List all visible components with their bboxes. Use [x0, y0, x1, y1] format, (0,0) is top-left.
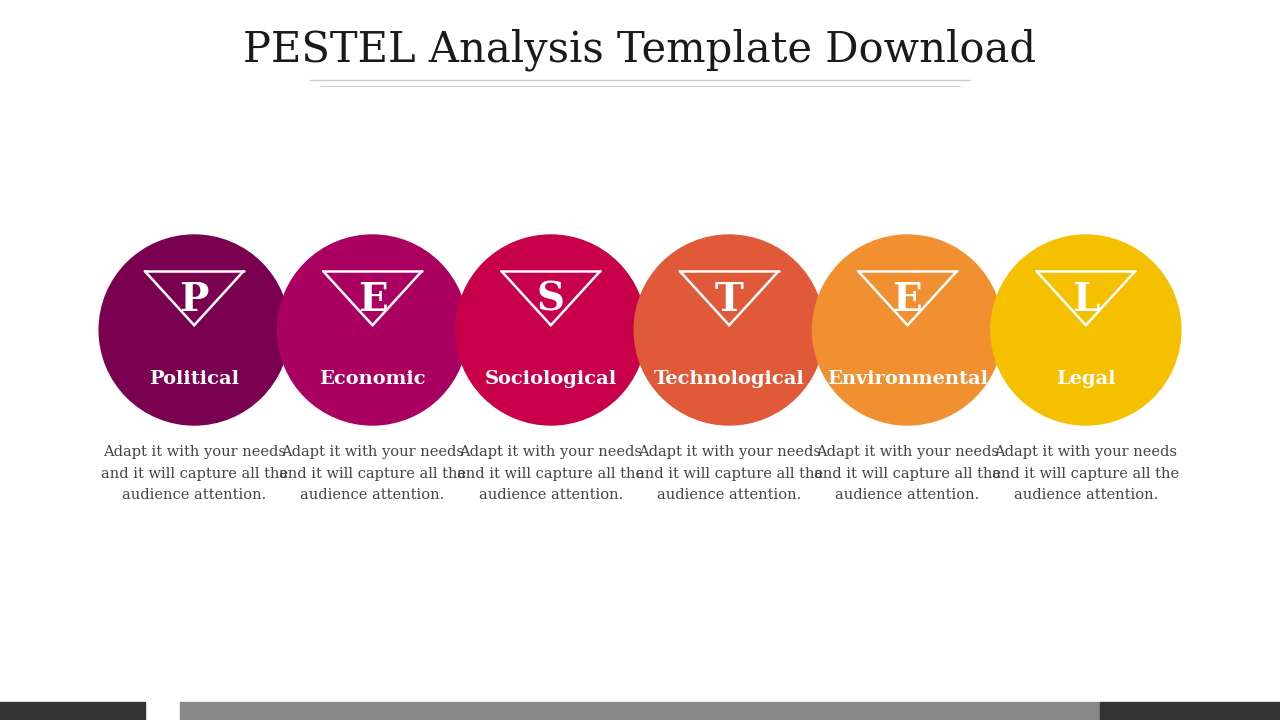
- Text: E: E: [892, 281, 923, 318]
- Text: Economic: Economic: [319, 370, 426, 388]
- Text: Adapt it with your needs
and it will capture all the
audience attention.: Adapt it with your needs and it will cap…: [992, 445, 1179, 503]
- Circle shape: [99, 235, 289, 425]
- Circle shape: [456, 235, 646, 425]
- Text: Political: Political: [148, 370, 239, 388]
- Text: Legal: Legal: [1056, 370, 1116, 388]
- Circle shape: [278, 235, 467, 425]
- Bar: [0, 702, 145, 720]
- Text: Adapt it with your needs
and it will capture all the
audience attention.: Adapt it with your needs and it will cap…: [814, 445, 1001, 503]
- Text: Adapt it with your needs
and it will capture all the
audience attention.: Adapt it with your needs and it will cap…: [636, 445, 823, 503]
- Text: S: S: [536, 281, 564, 318]
- Text: P: P: [179, 281, 209, 318]
- Text: PESTEL Analysis Template Download: PESTEL Analysis Template Download: [243, 29, 1037, 71]
- Text: Environmental: Environmental: [827, 370, 988, 388]
- Text: Sociological: Sociological: [485, 370, 617, 388]
- Text: T: T: [714, 281, 744, 318]
- Circle shape: [991, 235, 1181, 425]
- Text: L: L: [1073, 281, 1100, 318]
- Text: Adapt it with your needs
and it will capture all the
audience attention.: Adapt it with your needs and it will cap…: [279, 445, 466, 503]
- Bar: [1100, 702, 1280, 720]
- Text: Technological: Technological: [654, 370, 805, 388]
- Circle shape: [813, 235, 1002, 425]
- Circle shape: [634, 235, 824, 425]
- Text: Adapt it with your needs
and it will capture all the
audience attention.: Adapt it with your needs and it will cap…: [101, 445, 288, 503]
- Bar: [180, 702, 1100, 720]
- Text: Adapt it with your needs
and it will capture all the
audience attention.: Adapt it with your needs and it will cap…: [457, 445, 644, 503]
- Text: E: E: [357, 281, 388, 318]
